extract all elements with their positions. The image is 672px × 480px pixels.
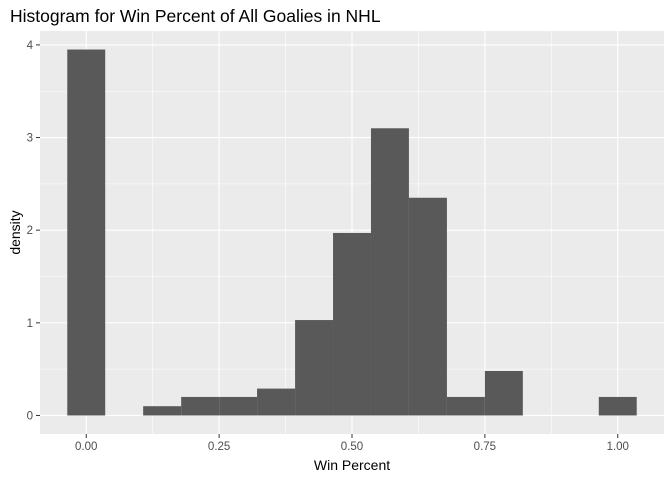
histogram-bars [67,49,637,416]
y-tick-label: 3 [27,133,33,145]
x-tick-label: 0.00 [75,441,97,453]
y-tick-label: 0 [27,410,33,422]
histogram-bar [484,371,523,416]
histogram-bar [181,396,220,416]
histogram-bar [333,232,371,416]
histogram-bar [370,128,409,416]
histogram-bar [257,388,296,416]
chart-title: Histogram for Win Percent of All Goalies… [10,6,381,26]
x-tick-label: 0.75 [474,441,496,453]
x-axis: 0.00 0.25 0.50 0.75 1.00 [75,434,629,453]
y-tick-label: 1 [27,318,33,330]
histogram-bar [219,396,258,416]
x-axis-title: Win Percent [314,457,390,473]
y-tick-label: 4 [27,40,34,52]
y-tick-label: 2 [27,225,33,237]
histogram-bar [295,320,334,416]
histogram-bar [67,49,106,416]
histogram-bar [598,396,637,416]
histogram-bar [143,406,182,416]
histogram-bar [446,396,485,416]
x-tick-label: 1.00 [607,441,629,453]
x-tick-label: 0.50 [341,441,363,453]
histogram-bar [408,197,447,416]
y-axis-title: density [7,210,23,254]
y-axis: 0 1 2 3 4 [27,40,40,422]
x-tick-label: 0.25 [208,441,230,453]
